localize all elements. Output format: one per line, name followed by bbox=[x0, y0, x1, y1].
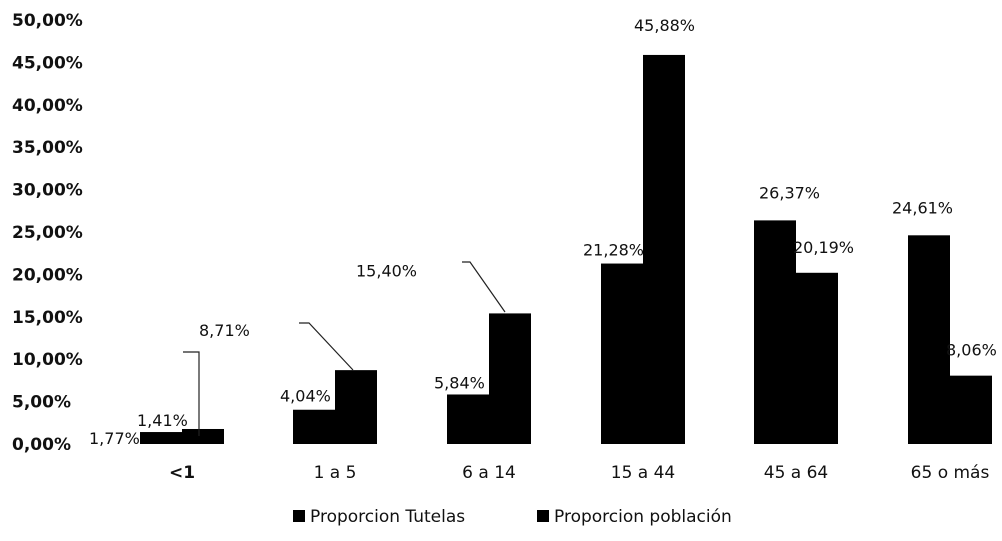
bar-poblacion-65-o-mas bbox=[950, 375, 992, 444]
data-label-poblacion-15-a-44: 45,88% bbox=[634, 16, 695, 35]
legend-label-poblacion: Proporcion población bbox=[554, 507, 732, 527]
y-tick-label: 40,00% bbox=[12, 96, 83, 116]
x-tick-label-1-a-5: 1 a 5 bbox=[314, 463, 357, 483]
x-tick-label-65-o-mas: 65 o más bbox=[911, 463, 990, 483]
y-axis: 0,00% 5,00% 10,00% 15,00% 20,00% 25,00% 30,00%… bbox=[12, 11, 83, 455]
y-tick-label: 20,00% bbox=[12, 265, 83, 285]
y-tick-label: 10,00% bbox=[12, 350, 83, 370]
leader-lines bbox=[183, 261, 506, 436]
y-tick-label: 35,00% bbox=[12, 138, 83, 158]
data-label-poblacion-65-o-mas: 8,06% bbox=[946, 341, 997, 360]
bar-tutelas-6-a-14 bbox=[447, 394, 489, 444]
x-tick-label-lt1: <1 bbox=[169, 463, 195, 483]
y-tick-label: 0,00% bbox=[12, 435, 71, 455]
bars bbox=[140, 54, 992, 445]
data-label-poblacion-1-a-5: 8,71% bbox=[199, 321, 250, 340]
bar-tutelas-lt1 bbox=[140, 432, 182, 444]
legend-label-tutelas: Proporcion Tutelas bbox=[310, 507, 465, 527]
data-label-tutelas-45-a-64: 26,37% bbox=[759, 183, 820, 202]
bar-poblacion-lt1 bbox=[182, 428, 224, 444]
y-tick-label: 50,00% bbox=[12, 11, 83, 31]
y-tick-label: 15,00% bbox=[12, 308, 83, 328]
data-label-poblacion-lt1: 1,77% bbox=[89, 429, 140, 448]
legend: Proporcion Tutelas Proporcion población bbox=[293, 507, 732, 527]
bar-tutelas-45-a-64 bbox=[754, 220, 796, 444]
x-tick-label-15-a-44: 15 a 44 bbox=[611, 463, 676, 483]
x-tick-label-45-a-64: 45 a 64 bbox=[764, 463, 829, 483]
bar-tutelas-65-o-mas bbox=[908, 235, 950, 444]
x-tick-label-6-a-14: 6 a 14 bbox=[462, 463, 516, 483]
data-label-tutelas-1-a-5: 4,04% bbox=[280, 387, 331, 406]
x-axis: <1 1 a 5 6 a 14 15 a 44 45 a 64 65 o más bbox=[169, 463, 990, 483]
bar-poblacion-45-a-64 bbox=[796, 272, 838, 444]
bar-poblacion-6-a-14 bbox=[489, 313, 531, 444]
legend-swatch-tutelas bbox=[293, 510, 305, 522]
data-label-tutelas-lt1: 1,41% bbox=[137, 411, 188, 430]
leader-line-6-a-14 bbox=[462, 261, 506, 313]
bar-tutelas-1-a-5 bbox=[293, 409, 335, 444]
bar-poblacion-1-a-5 bbox=[335, 370, 377, 444]
legend-swatch-poblacion bbox=[537, 510, 549, 522]
y-tick-label: 25,00% bbox=[12, 223, 83, 243]
data-label-poblacion-6-a-14: 15,40% bbox=[356, 261, 417, 280]
data-label-poblacion-45-a-64: 20,19% bbox=[793, 238, 854, 257]
data-label-tutelas-6-a-14: 5,84% bbox=[434, 373, 485, 392]
bar-tutelas-15-a-44 bbox=[601, 263, 643, 444]
y-tick-label: 5,00% bbox=[12, 393, 71, 413]
bar-poblacion-15-a-44 bbox=[643, 54, 685, 445]
data-label-tutelas-15-a-44: 21,28% bbox=[583, 241, 644, 260]
y-tick-label: 45,00% bbox=[12, 53, 83, 73]
leader-line-lt1 bbox=[183, 351, 200, 436]
y-tick-label: 30,00% bbox=[12, 181, 83, 201]
data-labels: 1,41% 4,04% 5,84% 21,28% 26,37% 24,61% 1,77% 8,… bbox=[89, 16, 997, 448]
leader-line-1-a-5 bbox=[299, 322, 354, 371]
data-label-tutelas-65-o-mas: 24,61% bbox=[892, 198, 953, 217]
